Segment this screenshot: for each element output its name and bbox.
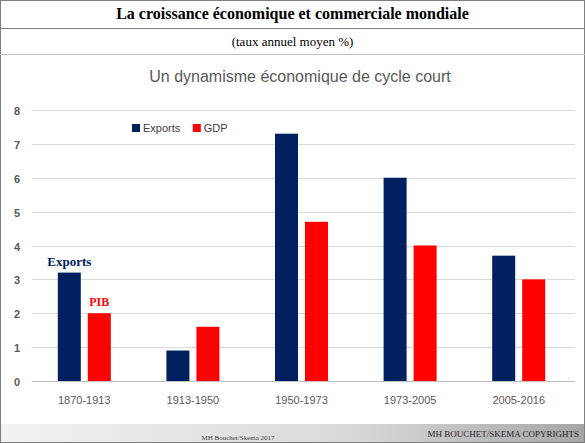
bar bbox=[305, 222, 328, 381]
grid-line bbox=[32, 110, 575, 111]
x-tick-label: 1973-2005 bbox=[384, 394, 437, 406]
bar bbox=[88, 313, 111, 381]
grid bbox=[32, 111, 575, 382]
footer-left: MH Bouchet/Skema 2017 bbox=[201, 434, 275, 442]
bar bbox=[196, 327, 219, 381]
page-subtitle: (taux annuel moyen %) bbox=[232, 34, 354, 49]
chart-svg: La croissance économique et commerciale … bbox=[0, 0, 585, 443]
y-tick-label: 7 bbox=[14, 139, 20, 151]
legend-label: Exports bbox=[143, 122, 181, 134]
bar bbox=[522, 279, 545, 381]
x-tick-label: 1870-1913 bbox=[58, 394, 111, 406]
bar bbox=[166, 351, 189, 381]
legend: Exports GDP bbox=[132, 122, 228, 134]
page-title: La croissance économique et commerciale … bbox=[116, 5, 469, 23]
annotation: Exports bbox=[47, 254, 91, 269]
footer-band bbox=[1, 424, 584, 442]
grid-line bbox=[32, 212, 575, 213]
y-tick-label: 1 bbox=[14, 342, 20, 354]
y-tick-label: 0 bbox=[14, 376, 20, 388]
x-tick-label: 2005-2016 bbox=[492, 394, 545, 406]
y-tick-label: 3 bbox=[14, 274, 20, 286]
bars bbox=[58, 134, 545, 381]
x-tick-label: 1950-1973 bbox=[275, 394, 328, 406]
bar bbox=[492, 256, 515, 381]
grid-line bbox=[32, 178, 575, 179]
legend-swatch bbox=[132, 124, 140, 132]
y-tick-label: 2 bbox=[14, 308, 20, 320]
legend-swatch bbox=[193, 124, 201, 132]
grid-line bbox=[32, 381, 575, 382]
y-tick-label: 5 bbox=[14, 207, 20, 219]
x-tick-label: 1913-1950 bbox=[167, 394, 220, 406]
bar bbox=[414, 246, 437, 382]
footer-right: MH BOUCHET/SKEMA COPYRIGHTS bbox=[427, 429, 579, 439]
grid-line bbox=[32, 144, 575, 145]
annotation: PIB bbox=[89, 295, 109, 309]
frame bbox=[1, 1, 585, 443]
x-axis-line bbox=[32, 381, 575, 382]
grid-line bbox=[32, 246, 575, 247]
header-rule bbox=[0, 54, 585, 55]
y-tick-label: 4 bbox=[14, 241, 21, 253]
bar bbox=[275, 134, 298, 381]
header-rule bbox=[0, 28, 585, 29]
chart-title: Un dynamisme économique de cycle court bbox=[149, 68, 451, 85]
y-tick-label: 8 bbox=[14, 105, 20, 117]
legend-label: GDP bbox=[204, 122, 228, 134]
bar bbox=[58, 273, 81, 381]
y-tick-label: 6 bbox=[14, 173, 20, 185]
bar bbox=[384, 178, 407, 381]
